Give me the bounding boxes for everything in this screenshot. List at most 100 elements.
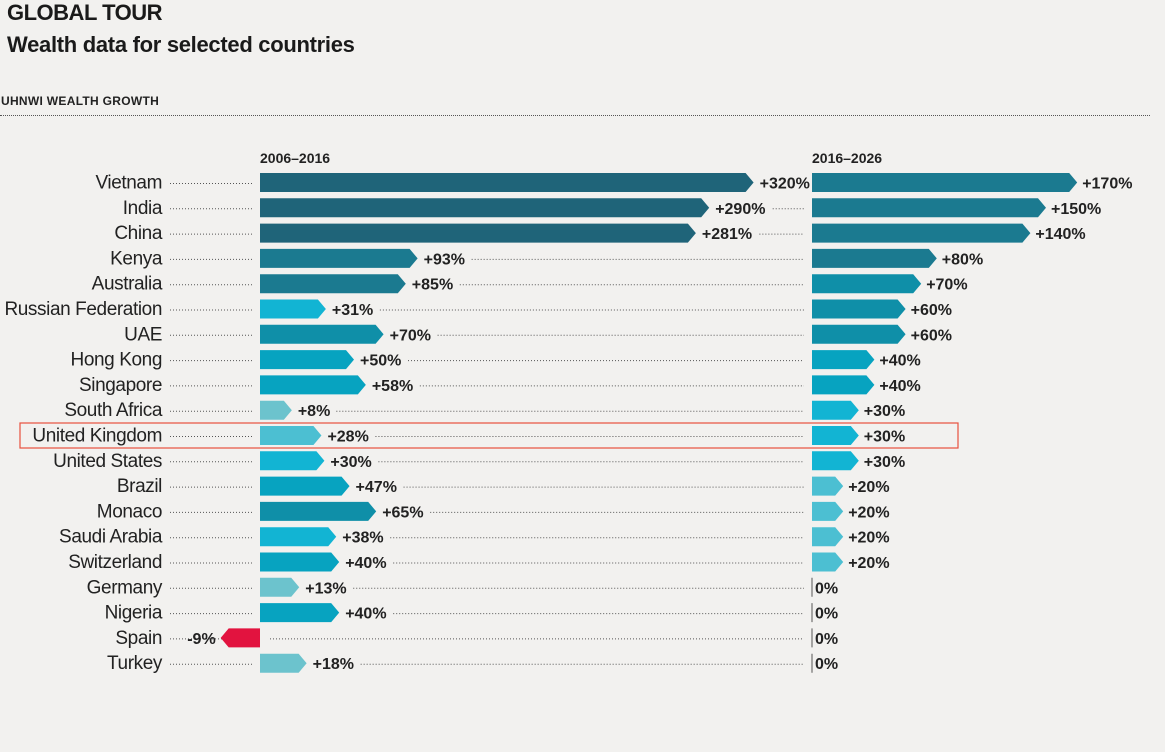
bar-2016-2026 (812, 324, 906, 344)
category-label: Hong Kong (71, 350, 162, 371)
category-label: Russian Federation (4, 299, 162, 320)
category-label: Vietnam (95, 173, 162, 194)
value-label-2006-2016: -9% (187, 631, 215, 648)
bar-2016-2026 (812, 248, 937, 268)
bar-2006-2016 (260, 324, 384, 344)
bar-2006-2016 (260, 350, 354, 370)
bar-2006-2016 (260, 527, 337, 547)
bar-2006-2016 (260, 198, 710, 218)
category-label: Switzerland (68, 552, 162, 573)
bar-2016-2026 (812, 400, 859, 420)
bar-2006-2016 (260, 552, 340, 572)
value-label-2006-2016: +31% (332, 302, 373, 319)
chart-kicker: GLOBAL TOUR (7, 0, 163, 25)
value-label-2006-2016: +70% (390, 327, 431, 344)
value-label-2016-2026: +20% (848, 479, 889, 496)
value-label-2006-2016: +58% (372, 378, 413, 395)
bar-2016-2026 (812, 299, 906, 319)
value-label-2016-2026: +30% (864, 454, 905, 471)
value-label-2006-2016: +8% (298, 403, 330, 420)
value-label-2016-2026: +40% (879, 378, 920, 395)
category-label: South Africa (64, 400, 162, 421)
value-label-2016-2026: 0% (815, 656, 838, 673)
category-label: Turkey (107, 653, 163, 674)
category-label: Australia (92, 274, 163, 295)
category-label: United States (53, 451, 162, 472)
value-label-2016-2026: +40% (879, 353, 920, 370)
bar-2016-2026 (812, 426, 859, 445)
value-label-2006-2016: +40% (345, 606, 386, 623)
value-label-2006-2016: +281% (702, 226, 752, 243)
value-label-2016-2026: +20% (848, 530, 889, 547)
bar-2016-2026 (812, 173, 1078, 192)
value-label-2016-2026: +140% (1035, 226, 1085, 243)
value-label-2016-2026: +20% (848, 504, 889, 521)
category-label: China (114, 223, 162, 244)
value-label-2006-2016: +18% (313, 656, 354, 673)
value-label-2016-2026: 0% (815, 580, 838, 597)
value-label-2016-2026: +30% (864, 403, 905, 420)
value-label-2006-2016: +93% (424, 251, 465, 268)
value-label-2006-2016: +85% (412, 277, 453, 294)
value-label-2016-2026: 0% (815, 631, 838, 648)
category-label: Kenya (110, 248, 163, 269)
bar-2006-2016 (260, 653, 307, 673)
bar-2016-2026 (812, 552, 844, 572)
value-label-2006-2016: +47% (356, 479, 397, 496)
bar-2006-2016 (260, 400, 292, 420)
value-label-2016-2026: +60% (911, 327, 952, 344)
bar-2006-2016 (260, 476, 350, 496)
bar-2006-2016 (260, 603, 340, 623)
value-label-2006-2016: +28% (327, 429, 368, 446)
category-label: Spain (115, 628, 162, 649)
highlight-box (19, 422, 959, 449)
bar-2016-2026 (812, 274, 922, 294)
category-label: Singapore (79, 375, 162, 396)
bar-2016-2026 (812, 223, 1031, 243)
bar-2006-2016 (260, 577, 300, 597)
section-divider (0, 115, 1150, 116)
bar-2016-2026 (812, 375, 875, 395)
category-label: Germany (87, 577, 163, 598)
value-label-2006-2016: +290% (715, 201, 765, 218)
bar-2016-2026 (812, 501, 844, 521)
value-label-2016-2026: +30% (864, 429, 905, 446)
bar-2016-2026 (812, 476, 844, 496)
value-label-2006-2016: +65% (382, 504, 423, 521)
bar-2016-2026 (812, 198, 1046, 218)
value-label-2006-2016: +13% (305, 580, 346, 597)
value-label-2016-2026: 0% (815, 606, 838, 623)
section-label: UHNWI WEALTH GROWTH (1, 94, 160, 108)
bar-2016-2026 (812, 451, 859, 471)
bar-2006-2016 (260, 223, 696, 243)
series-header-2016-2026: 2016–2026 (812, 150, 882, 166)
wealth-growth-chart: 2006–2016 2016–2026 Vietnam +320% +170% India… (4, 150, 1132, 674)
bar-2006-2016 (260, 248, 418, 268)
value-label-2016-2026: +150% (1051, 201, 1101, 218)
bar-2006-2016 (260, 274, 406, 294)
bar-2016-2026 (812, 350, 875, 370)
value-label-2016-2026: +80% (942, 251, 983, 268)
category-label: India (123, 198, 163, 219)
value-label-2006-2016: +40% (345, 555, 386, 572)
value-label-2006-2016: +38% (342, 530, 383, 547)
bar-2016-2026 (812, 527, 844, 547)
value-label-2006-2016: +30% (330, 454, 371, 471)
value-label-2016-2026: +70% (926, 277, 967, 294)
bar-2006-2016 (260, 451, 325, 471)
bar-2006-2016 (220, 628, 260, 648)
chart-subtitle: Wealth data for selected countries (7, 32, 355, 57)
category-label: UAE (124, 324, 162, 345)
category-label: Saudi Arabia (59, 527, 163, 548)
value-label-2016-2026: +60% (911, 302, 952, 319)
category-label: Monaco (97, 501, 162, 522)
bar-2006-2016 (260, 375, 366, 395)
value-label-2016-2026: +20% (848, 555, 889, 572)
bar-2006-2016 (260, 501, 377, 521)
bar-2006-2016 (260, 173, 754, 192)
value-label-2006-2016: +320% (760, 176, 810, 193)
category-label: Brazil (117, 476, 162, 497)
value-label-2006-2016: +50% (360, 353, 401, 370)
series-header-2006-2016: 2006–2016 (260, 150, 330, 166)
category-label: Nigeria (105, 603, 163, 624)
